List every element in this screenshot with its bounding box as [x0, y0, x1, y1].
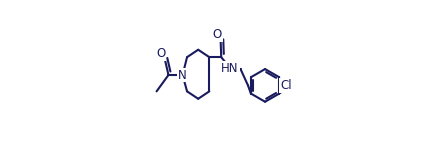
Text: HN: HN [221, 62, 239, 75]
Text: O: O [212, 28, 222, 41]
Text: Cl: Cl [280, 79, 292, 92]
Text: N: N [177, 69, 186, 81]
Text: O: O [156, 47, 165, 60]
